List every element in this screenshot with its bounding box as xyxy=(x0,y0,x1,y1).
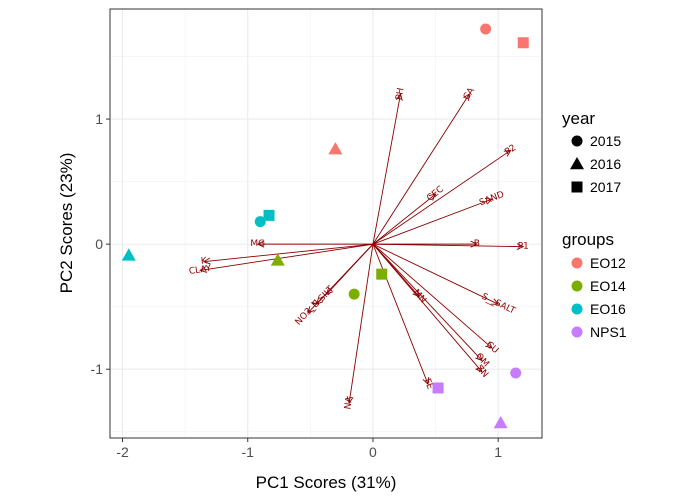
legend-label: EO12 xyxy=(590,255,626,271)
legend-label: 2016 xyxy=(590,156,621,172)
vector-label: PH xyxy=(395,87,407,101)
vector-label: S xyxy=(311,298,322,309)
score-point-nps1-2017 xyxy=(432,382,444,394)
x-tick-label: 1 xyxy=(494,444,502,460)
score-point-nps1-2015 xyxy=(510,367,522,379)
vector-label: P1 xyxy=(518,242,529,252)
vector-label: FE xyxy=(421,377,434,391)
legend-groups: groups EO12 EO14 EO16 NPS1 xyxy=(562,230,627,340)
legend-item-2017: 2017 xyxy=(571,179,621,195)
score-point-eo16-2016 xyxy=(121,248,136,261)
legend-label: EO16 xyxy=(590,301,626,317)
vector-label: MG xyxy=(250,239,265,249)
legend-label: 2015 xyxy=(590,133,621,149)
legend-item-2015: 2015 xyxy=(571,133,621,149)
score-point-eo12-2016 xyxy=(328,142,343,155)
legend-item-eo14: EO14 xyxy=(571,278,626,294)
score-point-eo12-2017 xyxy=(517,37,529,49)
x-axis-title: PC1 Scores (31%) xyxy=(256,473,397,492)
vector-label: K xyxy=(200,256,208,267)
loading-vector-k: K xyxy=(200,243,374,267)
legend-item-eo16: EO16 xyxy=(571,301,626,317)
y-tick-label: 1 xyxy=(95,111,103,127)
loading-vector-s: S xyxy=(311,243,374,310)
legend-groups-title: groups xyxy=(562,230,614,249)
legend-item-2016: 2016 xyxy=(570,156,621,172)
y-tick-label: -1 xyxy=(91,361,104,377)
legend-key-dot xyxy=(571,303,583,315)
plot-border xyxy=(109,8,543,439)
score-points xyxy=(121,23,529,429)
legend-key-triangle xyxy=(570,157,584,170)
score-point-eo12-2015 xyxy=(480,23,492,35)
vector-label: CLAY xyxy=(188,264,212,277)
score-point-nps1-2016 xyxy=(493,415,508,429)
legend-key-circle xyxy=(571,135,583,147)
axis-ticks: -2 -1 0 1 -1 0 1 xyxy=(91,111,503,460)
x-tick-label: -2 xyxy=(116,444,129,460)
loading-vector-na: NA xyxy=(343,244,374,410)
legend-label: NPS1 xyxy=(590,324,627,340)
x-tick-label: 0 xyxy=(369,444,377,460)
plot-panel xyxy=(110,9,542,438)
legend-year-title: year xyxy=(562,109,595,128)
score-point-eo14-2017 xyxy=(376,268,388,280)
score-point-eo14-2015 xyxy=(348,288,360,300)
vector-label: NA xyxy=(343,395,355,410)
legend-key-dot xyxy=(571,280,583,292)
loading-vector-p1: P1 xyxy=(372,242,529,252)
y-axis-title: PC2 Scores (23%) xyxy=(57,153,76,294)
loading-vector-mg: MG xyxy=(250,239,373,249)
legend-key-square xyxy=(571,181,583,193)
legend-label: EO14 xyxy=(590,278,626,294)
legend-key-dot xyxy=(571,257,583,269)
score-point-eo14-2016 xyxy=(270,253,285,266)
y-tick-label: 0 xyxy=(95,236,103,252)
score-point-eo16-2017 xyxy=(263,209,275,221)
loading-vector-fe: FE xyxy=(372,243,435,391)
legend-item-nps1: NPS1 xyxy=(571,324,627,340)
x-tick-label: -1 xyxy=(242,444,255,460)
grid xyxy=(110,9,542,438)
loading-vector-ph: PH xyxy=(372,87,407,245)
score-point-eo16-2015 xyxy=(254,216,266,228)
vector-label: B xyxy=(474,239,480,249)
legend-item-eo12: EO12 xyxy=(571,255,626,271)
loading-vector-clay: CLAY xyxy=(188,243,374,277)
legend-key-dot xyxy=(571,326,583,338)
legend-label: 2017 xyxy=(590,179,621,195)
legend-year: year 2015 2016 2017 xyxy=(562,109,621,195)
